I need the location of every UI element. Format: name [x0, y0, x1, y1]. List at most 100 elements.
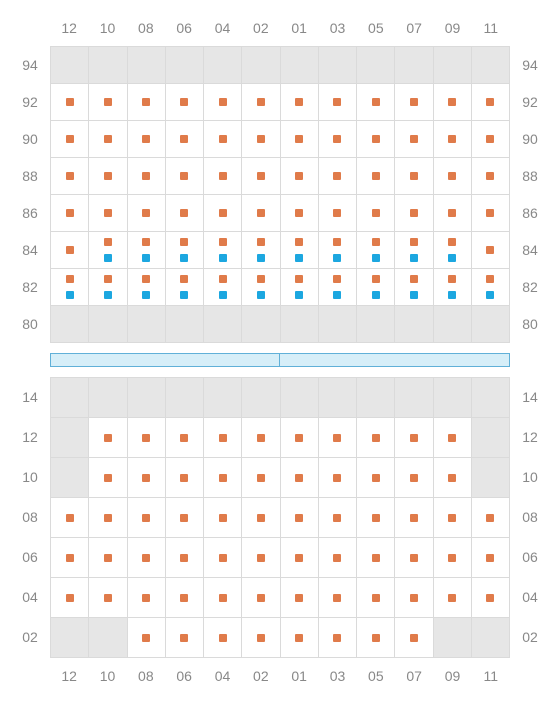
seat-cell[interactable]	[434, 121, 472, 158]
seat-cell[interactable]	[281, 578, 319, 618]
seat-cell[interactable]	[472, 158, 510, 195]
seat-cell[interactable]	[357, 578, 395, 618]
seat-cell[interactable]	[434, 418, 472, 458]
seat-cell[interactable]	[128, 232, 166, 269]
seat-cell[interactable]	[128, 158, 166, 195]
seat-cell[interactable]	[357, 538, 395, 578]
seat-cell[interactable]	[204, 458, 242, 498]
seat-cell[interactable]	[166, 269, 204, 306]
seat-cell[interactable]	[472, 538, 510, 578]
seat-cell[interactable]	[395, 578, 433, 618]
seat-cell[interactable]	[128, 458, 166, 498]
seat-cell[interactable]	[319, 84, 357, 121]
seat-cell[interactable]	[319, 195, 357, 232]
seat-cell[interactable]	[128, 618, 166, 658]
seat-cell[interactable]	[89, 418, 127, 458]
seat-cell[interactable]	[128, 269, 166, 306]
seat-cell[interactable]	[319, 618, 357, 658]
seat-cell[interactable]	[395, 84, 433, 121]
seat-cell[interactable]	[395, 158, 433, 195]
seat-cell[interactable]	[357, 418, 395, 458]
seat-cell[interactable]	[51, 269, 89, 306]
seat-cell[interactable]	[434, 498, 472, 538]
seat-cell[interactable]	[281, 618, 319, 658]
seat-cell[interactable]	[395, 618, 433, 658]
seat-cell[interactable]	[242, 158, 280, 195]
seat-cell[interactable]	[281, 269, 319, 306]
seat-cell[interactable]	[395, 232, 433, 269]
seat-cell[interactable]	[319, 538, 357, 578]
seat-cell[interactable]	[204, 158, 242, 195]
seat-cell[interactable]	[166, 498, 204, 538]
seat-cell[interactable]	[51, 232, 89, 269]
seat-cell[interactable]	[89, 232, 127, 269]
seat-cell[interactable]	[242, 618, 280, 658]
seat-cell[interactable]	[395, 538, 433, 578]
seat-cell[interactable]	[357, 84, 395, 121]
seat-cell[interactable]	[51, 538, 89, 578]
seat-cell[interactable]	[395, 195, 433, 232]
seat-cell[interactable]	[242, 538, 280, 578]
seat-cell[interactable]	[434, 458, 472, 498]
seat-cell[interactable]	[434, 578, 472, 618]
seat-cell[interactable]	[357, 458, 395, 498]
seat-cell[interactable]	[89, 84, 127, 121]
seat-cell[interactable]	[472, 232, 510, 269]
seat-cell[interactable]	[128, 538, 166, 578]
seat-cell[interactable]	[472, 498, 510, 538]
seat-cell[interactable]	[242, 232, 280, 269]
seat-cell[interactable]	[128, 578, 166, 618]
seat-cell[interactable]	[357, 618, 395, 658]
seat-cell[interactable]	[242, 578, 280, 618]
seat-cell[interactable]	[204, 121, 242, 158]
seat-cell[interactable]	[204, 195, 242, 232]
seat-cell[interactable]	[281, 84, 319, 121]
seat-cell[interactable]	[357, 121, 395, 158]
seat-cell[interactable]	[166, 121, 204, 158]
seat-cell[interactable]	[89, 158, 127, 195]
seat-cell[interactable]	[51, 121, 89, 158]
seat-cell[interactable]	[395, 121, 433, 158]
seat-cell[interactable]	[242, 195, 280, 232]
seat-cell[interactable]	[357, 195, 395, 232]
seat-cell[interactable]	[166, 84, 204, 121]
seat-cell[interactable]	[281, 498, 319, 538]
seat-cell[interactable]	[395, 269, 433, 306]
seat-cell[interactable]	[319, 458, 357, 498]
seat-cell[interactable]	[395, 498, 433, 538]
seat-cell[interactable]	[166, 578, 204, 618]
seat-cell[interactable]	[281, 458, 319, 498]
seat-cell[interactable]	[89, 121, 127, 158]
seat-cell[interactable]	[319, 121, 357, 158]
seat-cell[interactable]	[319, 232, 357, 269]
seat-cell[interactable]	[242, 418, 280, 458]
seat-cell[interactable]	[242, 269, 280, 306]
seat-cell[interactable]	[89, 538, 127, 578]
seat-cell[interactable]	[51, 158, 89, 195]
seat-cell[interactable]	[166, 458, 204, 498]
seat-cell[interactable]	[89, 269, 127, 306]
seat-cell[interactable]	[472, 578, 510, 618]
seat-cell[interactable]	[434, 158, 472, 195]
seat-cell[interactable]	[89, 458, 127, 498]
seat-cell[interactable]	[166, 618, 204, 658]
seat-cell[interactable]	[434, 195, 472, 232]
seat-cell[interactable]	[472, 269, 510, 306]
seat-cell[interactable]	[281, 158, 319, 195]
seat-cell[interactable]	[166, 538, 204, 578]
seat-cell[interactable]	[128, 195, 166, 232]
seat-cell[interactable]	[204, 498, 242, 538]
seat-cell[interactable]	[51, 498, 89, 538]
seat-cell[interactable]	[395, 418, 433, 458]
seat-cell[interactable]	[128, 84, 166, 121]
seat-cell[interactable]	[204, 618, 242, 658]
seat-cell[interactable]	[128, 121, 166, 158]
seat-cell[interactable]	[89, 498, 127, 538]
seat-cell[interactable]	[51, 578, 89, 618]
seat-cell[interactable]	[166, 158, 204, 195]
seat-cell[interactable]	[128, 418, 166, 458]
seat-cell[interactable]	[357, 232, 395, 269]
seat-cell[interactable]	[242, 84, 280, 121]
seat-cell[interactable]	[204, 84, 242, 121]
seat-cell[interactable]	[434, 232, 472, 269]
